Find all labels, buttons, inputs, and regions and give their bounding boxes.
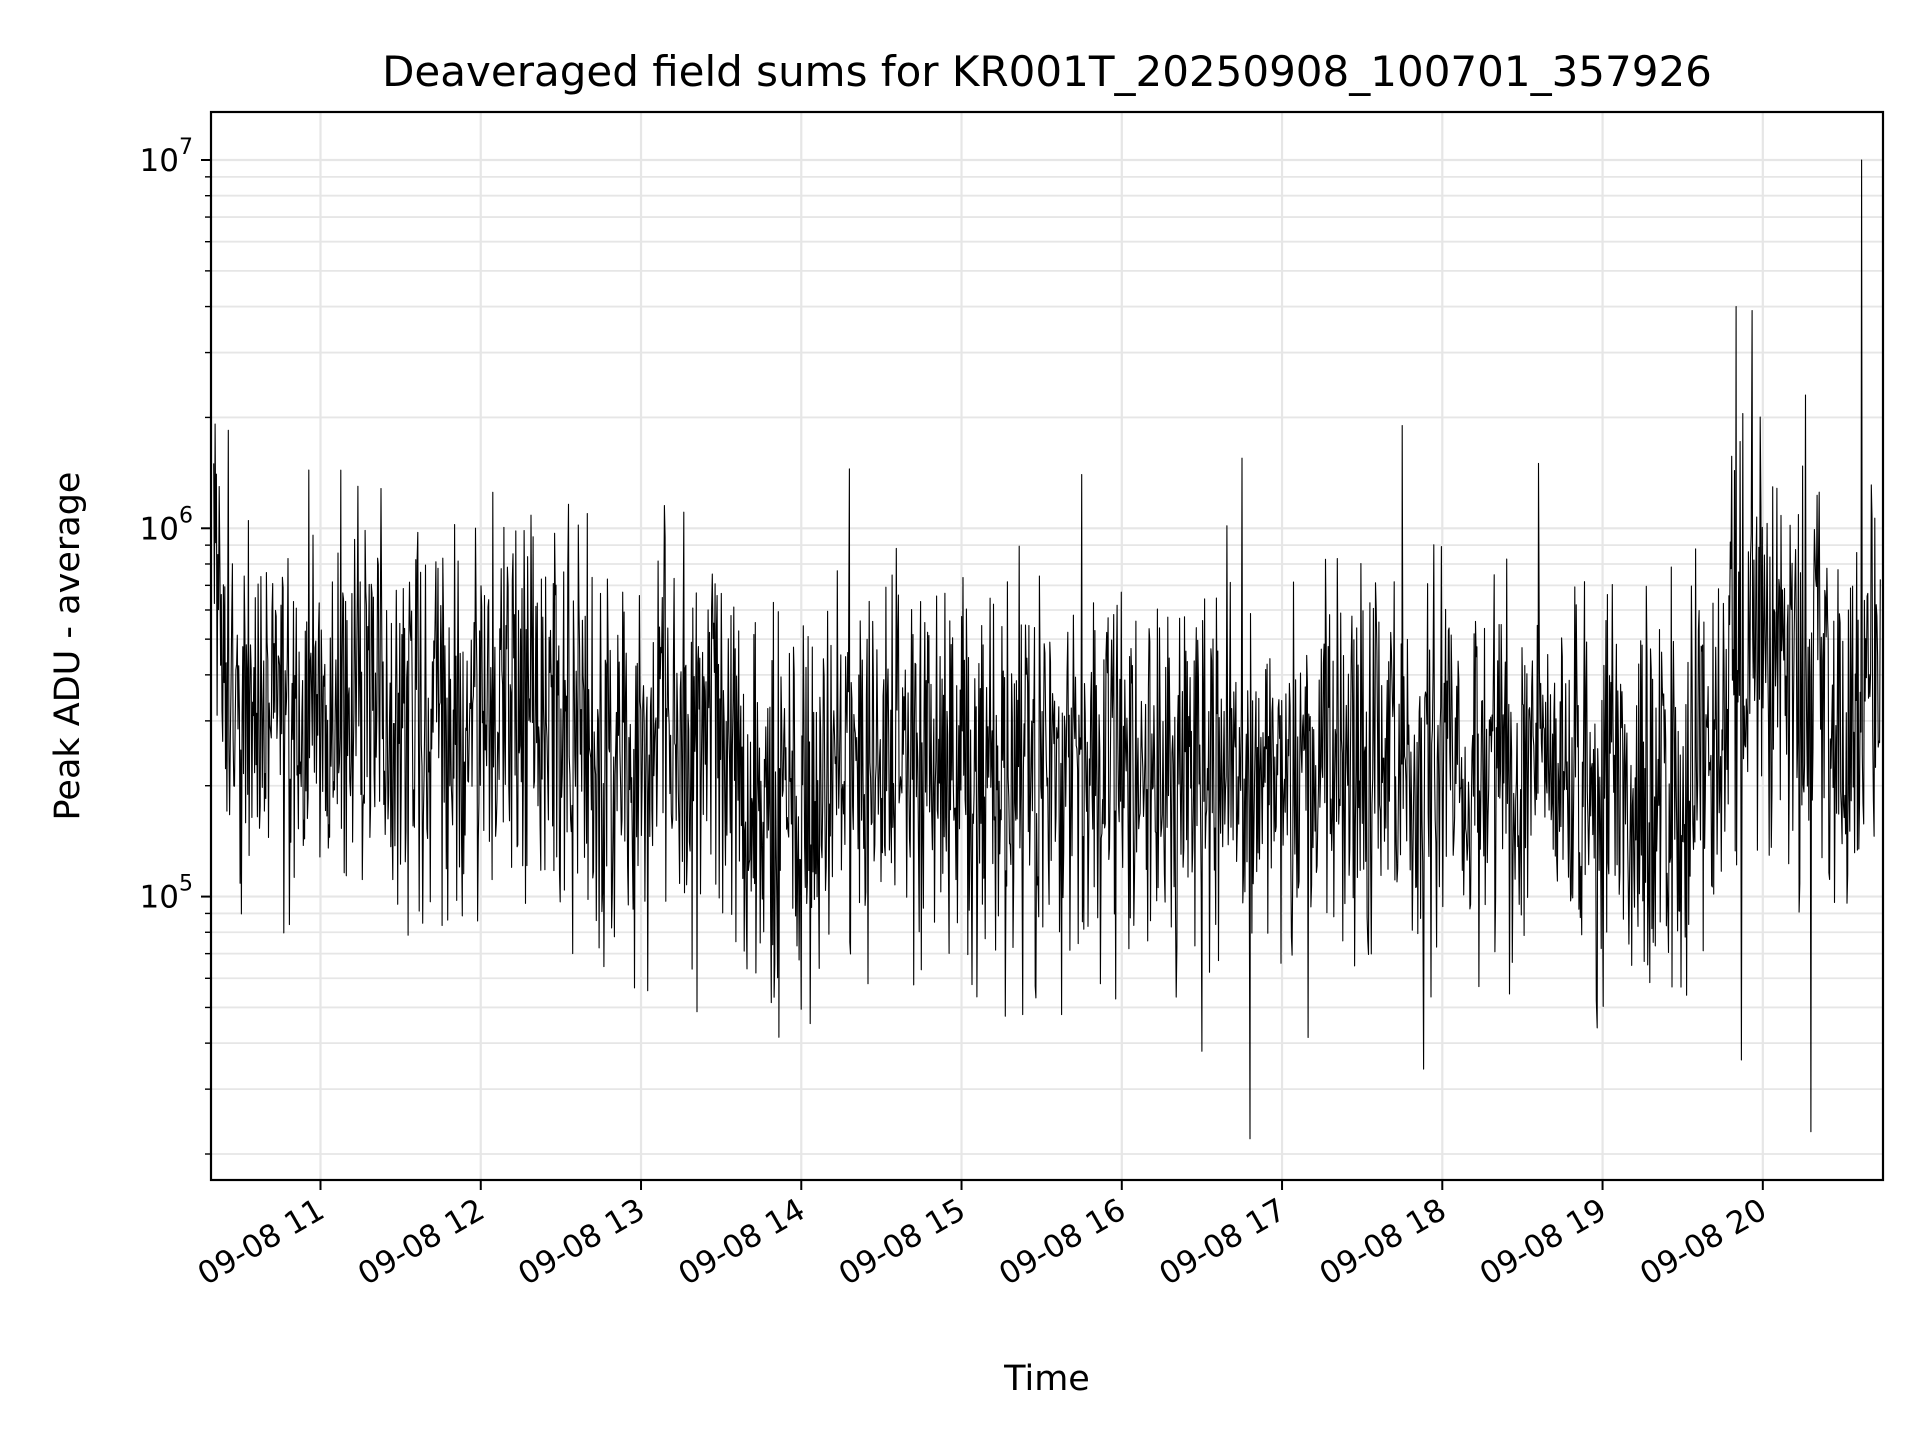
y-tick-label: 106 [140,503,193,547]
chart-title: Deaveraged field sums for KR001T_2025090… [382,47,1712,96]
y-tick-label: 105 [140,872,193,916]
y-axis-ticks: 105 106 107 [140,135,211,1155]
plot-frame [209,110,1885,1182]
y-tick-label: 107 [140,135,193,179]
series-line [213,159,1881,1140]
y-axis-label: Peak ADU - average [48,472,88,821]
x-axis-label: Time [1003,1359,1090,1399]
data-layer [213,159,1881,1140]
